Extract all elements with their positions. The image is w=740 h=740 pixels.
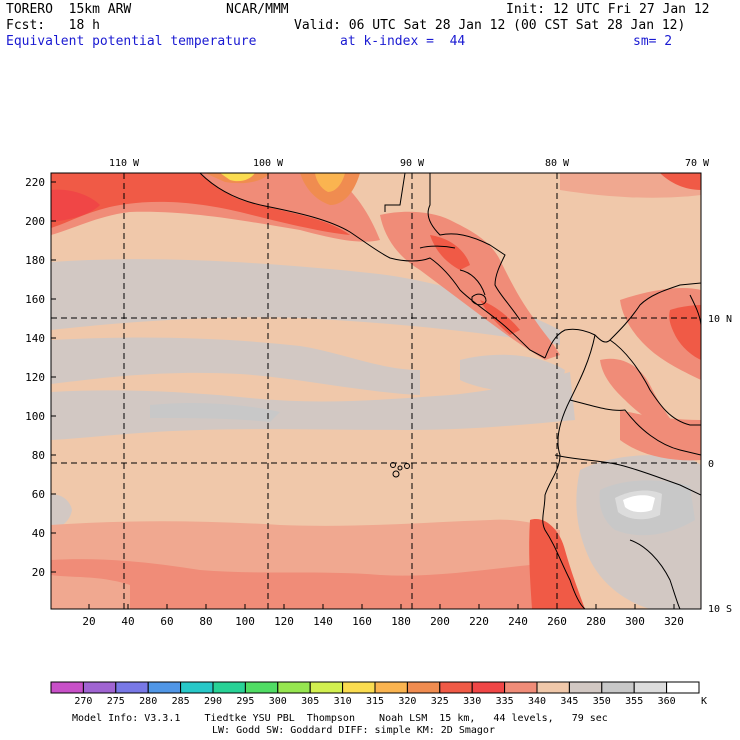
y-tick-label: 20 <box>32 566 45 579</box>
colorbar-label: 335 <box>496 696 514 707</box>
physics-info: LW: Godd SW: Goddard DIFF: simple KM: 2D… <box>212 725 495 736</box>
colorbar-label: 305 <box>301 696 319 707</box>
colorbar-swatch <box>244 681 279 694</box>
axis-ticks <box>51 181 675 609</box>
x-tick-label: 280 <box>586 615 606 628</box>
y-tick-label: 200 <box>25 215 45 228</box>
colorbar-swatch <box>180 681 214 694</box>
colorbar-label: 350 <box>593 696 611 707</box>
colorbar-swatch <box>666 681 700 694</box>
colorbar-swatch <box>212 681 246 694</box>
colorbar-label: 340 <box>528 696 546 707</box>
y-tick-label: 140 <box>25 332 45 345</box>
x-tick-label: 320 <box>664 615 684 628</box>
y-tick-label: 160 <box>25 293 45 306</box>
colorbar-label: 310 <box>334 696 352 707</box>
x-tick-label: 200 <box>430 615 450 628</box>
colorbar-label: 325 <box>431 696 449 707</box>
theta-e-field <box>51 173 701 609</box>
colorbar-swatch <box>568 681 603 694</box>
lon-label: 70 W <box>685 158 710 169</box>
x-tick-label: 140 <box>313 615 333 628</box>
x-tick-label: 120 <box>274 615 294 628</box>
colorbar-label: 320 <box>398 696 416 707</box>
colorbar-swatch <box>309 681 344 694</box>
smoothing-label: sm= 2 <box>633 34 673 49</box>
lon-label: 100 W <box>253 158 284 169</box>
colorbar-unit: K <box>701 696 707 707</box>
model-title: TORERO 15km ARW <box>6 2 132 17</box>
colorbar-swatch <box>504 681 538 694</box>
colorbar-label: 295 <box>236 696 254 707</box>
colorbar-label: 285 <box>172 696 190 707</box>
colorbar-label: 330 <box>463 696 481 707</box>
lat-label: 10 S <box>708 604 732 615</box>
graticule <box>51 173 701 609</box>
level-index: at k-index = 44 <box>340 34 466 49</box>
center-label: NCAR/MMM <box>226 2 289 17</box>
colorbar-label: 275 <box>107 696 125 707</box>
colorbar-labels: 270 275 280 285 290 295 300 305 310 315 320 325 330 3… <box>74 696 675 707</box>
colorbar-swatch <box>471 681 506 694</box>
colorbar-swatch <box>633 681 668 694</box>
colorbar-label: 355 <box>625 696 643 707</box>
colorbar <box>50 681 700 694</box>
colorbar-swatch <box>147 681 182 694</box>
lon-label: 80 W <box>545 158 570 169</box>
colorbar-label: 360 <box>658 696 676 707</box>
x-tick-label: 20 <box>82 615 95 628</box>
colorbar-swatch <box>374 681 408 694</box>
colorbar-label: 290 <box>204 696 222 707</box>
lat-label: 10 N <box>708 314 732 325</box>
colorbar-label: 315 <box>366 696 384 707</box>
forecast-hour: Fcst: 18 h <box>6 18 100 33</box>
field-name: Equivalent potential temperature <box>6 34 257 49</box>
colorbar-label: 300 <box>269 696 287 707</box>
colorbar-swatch <box>82 681 117 694</box>
map-frame <box>50 172 702 610</box>
colorbar-label: 280 <box>139 696 157 707</box>
lon-label: 110 W <box>109 158 140 169</box>
y-tick-label: 80 <box>32 449 45 462</box>
latitude-labels: 10 N 0 10 S <box>708 314 732 615</box>
x-tick-label: 40 <box>121 615 134 628</box>
valid-time: Valid: 06 UTC Sat 28 Jan 12 (00 CST Sat … <box>294 18 686 33</box>
colorbar-swatch <box>115 681 149 694</box>
longitude-labels: 110 W 100 W 90 W 80 W 70 W <box>109 158 710 169</box>
y-tick-label: 40 <box>32 527 45 540</box>
y-tick-labels: 220 200 180 160 140 120 100 80 60 40 20 <box>25 176 45 579</box>
lat-label: 0 <box>708 459 714 470</box>
coastlines <box>199 173 701 609</box>
colorbar-label: 270 <box>74 696 92 707</box>
x-tick-label: 100 <box>235 615 255 628</box>
colorbar-swatch <box>439 681 473 694</box>
x-tick-label: 80 <box>199 615 212 628</box>
colorbar-label: 345 <box>560 696 578 707</box>
y-tick-label: 220 <box>25 176 45 189</box>
x-tick-label: 220 <box>469 615 489 628</box>
colorbar-swatch <box>277 681 311 694</box>
x-tick-label: 260 <box>547 615 567 628</box>
y-tick-label: 60 <box>32 488 45 501</box>
x-tick-label: 240 <box>508 615 528 628</box>
x-tick-label: 300 <box>625 615 645 628</box>
colorbar-swatch <box>536 681 570 694</box>
y-tick-label: 120 <box>25 371 45 384</box>
colorbar-swatch <box>50 681 84 694</box>
x-tick-label: 60 <box>160 615 173 628</box>
y-tick-label: 100 <box>25 410 45 423</box>
x-tick-label: 180 <box>391 615 411 628</box>
colorbar-swatch <box>406 681 441 694</box>
init-time: Init: 12 UTC Fri 27 Jan 12 <box>506 2 710 17</box>
x-tick-label: 160 <box>352 615 372 628</box>
lon-label: 90 W <box>400 158 425 169</box>
x-tick-labels: 20 40 60 80 100 120 140 160 180 200 220 … <box>82 615 684 628</box>
colorbar-swatch <box>342 681 376 694</box>
y-tick-label: 180 <box>25 254 45 267</box>
colorbar-swatch <box>601 681 635 694</box>
model-info: Model Info: V3.3.1 Tiedtke YSU PBL Thomp… <box>72 713 608 724</box>
